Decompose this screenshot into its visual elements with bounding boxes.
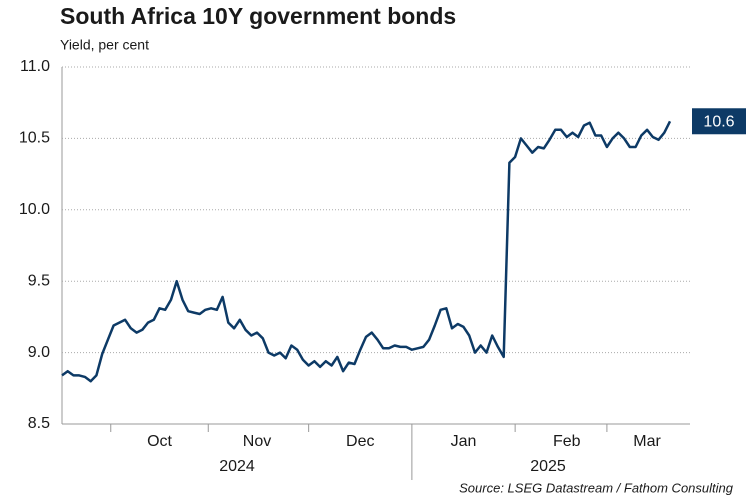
value-label: 10.6 — [703, 113, 734, 130]
y-tick-label: 10.5 — [19, 130, 50, 147]
x-tick-label: Oct — [147, 433, 172, 450]
y-tick-label: 10.0 — [19, 201, 50, 218]
year-label: 2025 — [530, 458, 566, 475]
y-tick-label: 9.0 — [28, 344, 50, 361]
x-tick-label: Jan — [451, 433, 477, 450]
year-label: 2024 — [219, 458, 255, 475]
x-tick-label: Mar — [633, 433, 661, 450]
line-series — [61, 120, 672, 383]
source-note: Source: LSEG Datastream / Fathom Consult… — [459, 480, 734, 495]
value-label-box — [692, 108, 746, 135]
chart-title: South Africa 10Y government bonds — [60, 3, 456, 29]
chart-subtitle: Yield, per cent — [60, 37, 149, 53]
y-tick-label: 8.5 — [28, 415, 50, 432]
x-tick-label: Nov — [243, 433, 271, 450]
y-tick-label: 9.5 — [28, 272, 50, 289]
x-tick-label: Dec — [346, 433, 374, 450]
x-tick-label: Feb — [553, 433, 581, 450]
y-tick-label: 11.0 — [20, 58, 50, 75]
